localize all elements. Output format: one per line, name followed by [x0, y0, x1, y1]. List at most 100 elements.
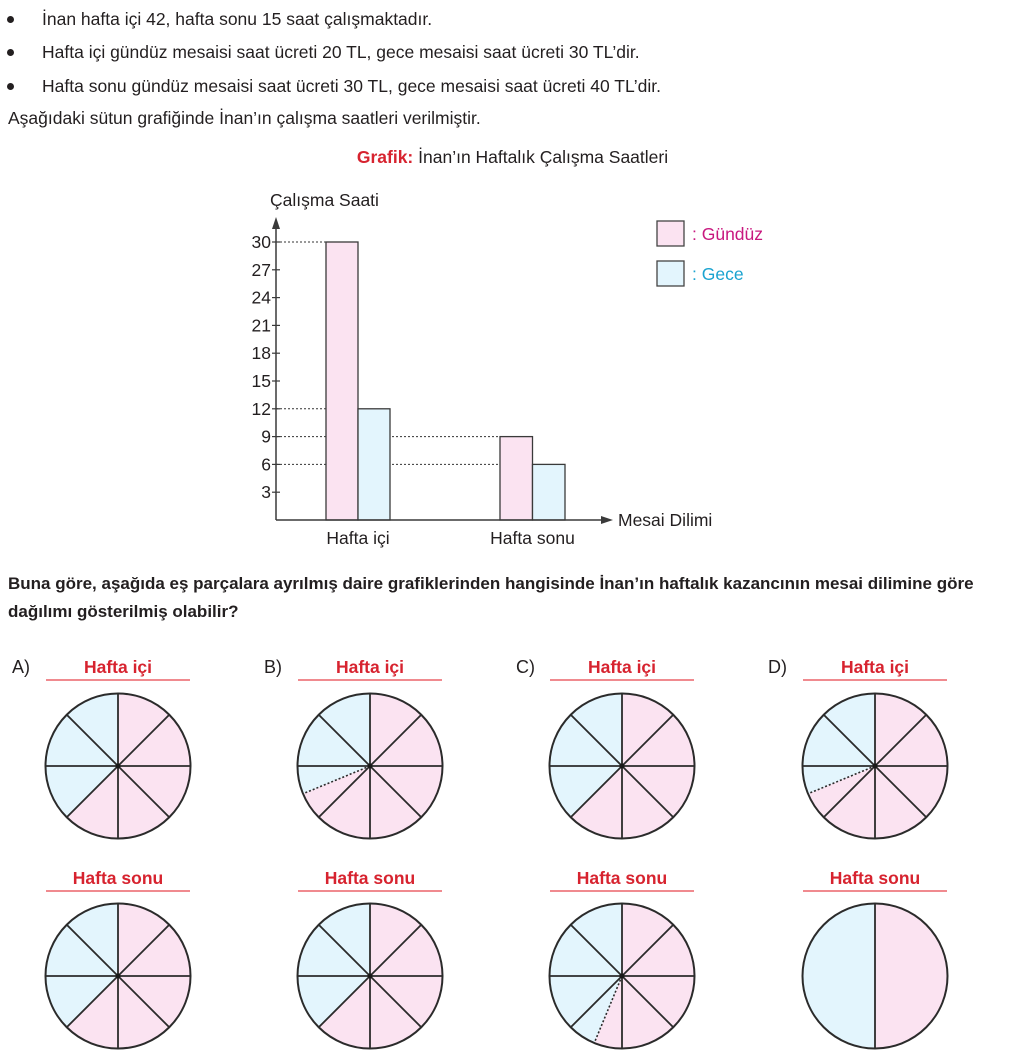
pie-slice-gece: [45, 693, 118, 818]
bar-chart: Çalışma Saati Mesai Dilimi Hafta içi Haft…: [252, 190, 764, 548]
x-tick-label: Hafta sonu: [490, 528, 575, 548]
pie-divider: [823, 714, 876, 767]
pie-chart-option-b-hafta-sonu: [296, 902, 444, 1050]
x-tick-label: Hafta içi: [326, 528, 389, 548]
x-axis-label: Mesai Dilimi: [618, 510, 712, 530]
pie-slice-gece: [549, 693, 622, 818]
pie-divider: [621, 975, 674, 1028]
pie-dotted-divider: [807, 765, 876, 795]
y-tick-label: 21: [252, 315, 271, 335]
pie-center-dot: [367, 973, 373, 979]
chart-title-text: İnan’ın Haftalık Çalışma Saatleri: [418, 147, 669, 167]
y-tick-label: 27: [252, 260, 271, 280]
y-tick-label: 30: [252, 232, 272, 252]
pie-divider: [369, 975, 422, 1028]
option-letter[interactable]: D): [768, 657, 787, 677]
pie-title-underline: [298, 679, 442, 681]
pie-outline: [296, 692, 444, 840]
bullet-text: İnan hafta içi 42, hafta sonu 15 saat ça…: [42, 9, 433, 29]
pie-outline: [548, 692, 696, 840]
bullet-text: Hafta içi gündüz mesaisi saat ücreti 20 …: [42, 42, 640, 62]
intro-text: Aşağıdaki sütun grafiğinde İnan’ın çalış…: [8, 108, 481, 128]
pie-divider: [823, 765, 876, 818]
pie-center-dot: [367, 763, 373, 769]
y-tick-label: 12: [252, 399, 271, 419]
pie-divider: [570, 975, 623, 1028]
pie-title: Hafta sonu: [324, 868, 416, 888]
pie-title-underline: [46, 890, 190, 892]
pie-title: Hafta içi: [335, 657, 405, 677]
legend-label-gunduz: : Gündüz: [692, 224, 763, 244]
pie-divider: [621, 765, 674, 818]
pie-divider: [369, 714, 422, 767]
pie-divider: [874, 714, 927, 767]
pie-center-dot: [872, 763, 878, 769]
pie-chart-option-b-hafta-ici: [296, 692, 444, 840]
chart-title: Grafik: İnan’ın Haftalık Çalışma Saatler…: [0, 147, 1025, 168]
pie-title-underline: [803, 679, 947, 681]
y-tick-label: 3: [261, 482, 271, 502]
pie-chart-option-d-hafta-ici: [801, 692, 949, 840]
pie-divider: [66, 714, 119, 767]
pie-divider: [117, 975, 170, 1028]
pie-slice-gece: [297, 903, 370, 1028]
pie-outline: [801, 902, 949, 1050]
pie-center-dot: [115, 973, 121, 979]
option-letter[interactable]: A): [12, 657, 30, 677]
pie-center-dot: [619, 973, 625, 979]
pie-title: Hafta sonu: [576, 868, 668, 888]
pie-divider: [66, 924, 119, 977]
option-letter[interactable]: B): [264, 657, 282, 677]
pie-divider: [117, 765, 170, 818]
question-text: Buna göre, aşağıda eş parçalara ayrılmış…: [8, 574, 974, 621]
pie-outline: [44, 692, 192, 840]
pie-title-underline: [803, 890, 947, 892]
pie-center-dot: [619, 763, 625, 769]
pie-title-underline: [550, 679, 694, 681]
pie-divider: [117, 714, 170, 767]
pie-title: Hafta içi: [83, 657, 153, 677]
pie-divider: [621, 924, 674, 977]
pie-dotted-divider: [302, 765, 371, 795]
pie-divider: [318, 975, 371, 1028]
pie-title: Hafta içi: [840, 657, 910, 677]
y-axis-arrow-icon: [272, 217, 280, 229]
pie-divider: [874, 765, 927, 818]
pie-dotted-divider: [593, 975, 623, 1044]
y-tick-label: 15: [252, 371, 271, 391]
bullet-text: Hafta sonu gündüz mesaisi saat ücreti 30…: [42, 76, 661, 96]
pie-outline: [44, 902, 192, 1050]
pie-divider: [66, 975, 119, 1028]
pie-divider: [66, 765, 119, 818]
y-tick-label: 6: [261, 454, 271, 474]
pie-slice-gunduz: [875, 903, 948, 1049]
pie-title-underline: [298, 890, 442, 892]
pie-divider: [117, 924, 170, 977]
legend-label-gece: : Gece: [692, 264, 744, 284]
pie-chart-option-a-hafta-ici: [44, 692, 192, 840]
pie-chart-option-a-hafta-sonu: [44, 902, 192, 1050]
pie-title: Hafta sonu: [72, 868, 164, 888]
pie-chart-option-d-hafta-sonu: [801, 902, 949, 1050]
chart-title-label: Grafik:: [356, 147, 414, 167]
pie-divider: [318, 924, 371, 977]
pie-chart-option-c-hafta-ici: [548, 692, 696, 840]
y-tick-label: 9: [261, 427, 271, 447]
pie-divider: [369, 924, 422, 977]
y-tick-label: 24: [252, 288, 272, 308]
pie-center-dot: [115, 763, 121, 769]
pie-outline: [296, 902, 444, 1050]
legend-swatch-gece: [656, 260, 685, 287]
pie-divider: [570, 714, 623, 767]
x-axis-arrow-icon: [601, 516, 613, 524]
bullet-icon: [7, 16, 14, 23]
pie-divider: [318, 714, 371, 767]
pie-slice-gece: [45, 903, 119, 1028]
pie-slice-gece: [549, 903, 622, 1043]
bar-gundüz-hafta-sonu: [499, 435, 534, 521]
option-letter[interactable]: C): [516, 657, 535, 677]
pie-outline: [801, 692, 949, 840]
bullet-icon: [7, 49, 14, 56]
pie-divider: [570, 765, 623, 818]
